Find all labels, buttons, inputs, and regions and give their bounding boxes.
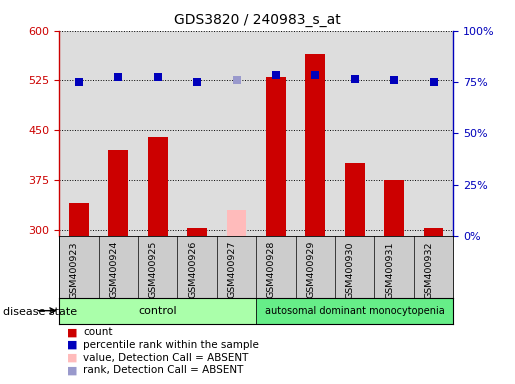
- Text: value, Detection Call = ABSENT: value, Detection Call = ABSENT: [83, 353, 249, 362]
- Bar: [384, 180, 404, 236]
- Bar: [266, 77, 286, 236]
- Text: disease state: disease state: [3, 307, 77, 317]
- Text: ■: ■: [67, 365, 77, 375]
- Text: control: control: [139, 306, 177, 316]
- Point: [75, 79, 83, 85]
- Point: [311, 72, 319, 78]
- Point: [351, 76, 359, 82]
- Point: [272, 72, 280, 78]
- Bar: [187, 228, 207, 236]
- Point: [114, 74, 123, 80]
- Text: GSM400925: GSM400925: [149, 241, 158, 298]
- Point: [153, 74, 162, 80]
- Text: autosomal dominant monocytopenia: autosomal dominant monocytopenia: [265, 306, 444, 316]
- Bar: [305, 54, 325, 236]
- Text: GSM400923: GSM400923: [70, 241, 79, 299]
- Bar: [59, 298, 256, 324]
- Text: GSM400931: GSM400931: [385, 241, 394, 299]
- Text: GDS3820 / 240983_s_at: GDS3820 / 240983_s_at: [174, 13, 341, 27]
- Text: ■: ■: [67, 340, 77, 350]
- Point: [390, 77, 398, 83]
- Text: GSM400928: GSM400928: [267, 241, 276, 298]
- Text: GSM400924: GSM400924: [109, 241, 118, 298]
- Text: ■: ■: [67, 327, 77, 337]
- Text: percentile rank within the sample: percentile rank within the sample: [83, 340, 260, 350]
- Point: [232, 77, 241, 83]
- Text: ■: ■: [67, 353, 77, 362]
- Bar: [424, 228, 443, 236]
- Bar: [148, 137, 167, 236]
- Text: GSM400929: GSM400929: [306, 241, 315, 298]
- Bar: [345, 163, 365, 236]
- Text: GSM400927: GSM400927: [228, 241, 236, 298]
- Text: count: count: [83, 327, 113, 337]
- Point: [193, 79, 201, 85]
- Bar: [69, 203, 89, 236]
- Bar: [227, 210, 246, 236]
- Point: [430, 79, 438, 86]
- Bar: [109, 150, 128, 236]
- Text: GSM400930: GSM400930: [346, 241, 355, 299]
- Text: GSM400932: GSM400932: [424, 241, 434, 299]
- Bar: [256, 298, 453, 324]
- Text: rank, Detection Call = ABSENT: rank, Detection Call = ABSENT: [83, 365, 244, 375]
- Text: GSM400926: GSM400926: [188, 241, 197, 298]
